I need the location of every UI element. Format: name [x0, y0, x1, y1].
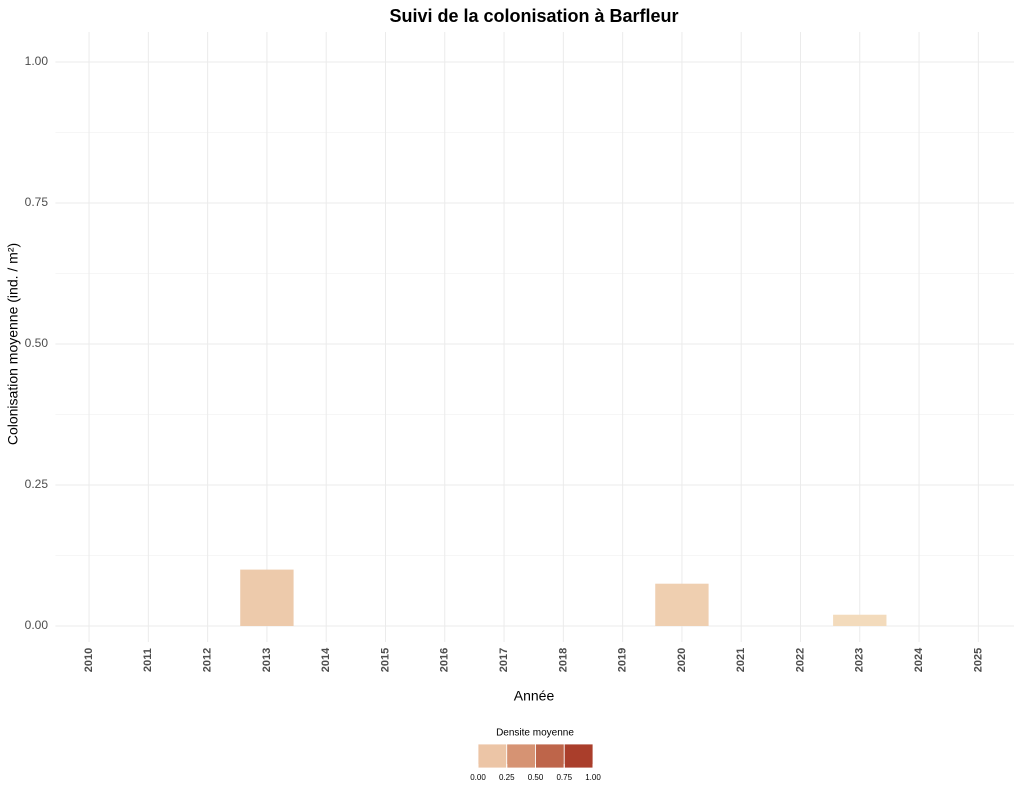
x-tick-label: 2011 — [142, 648, 154, 672]
chart-title: Suivi de la colonisation à Barfleur — [389, 6, 678, 26]
x-tick-label: 2018 — [557, 648, 569, 672]
legend-tick-label: 0.25 — [499, 773, 515, 782]
x-tick-label: 2013 — [261, 648, 273, 672]
legend-swatch — [477, 743, 508, 769]
x-tick-label: 2017 — [498, 648, 510, 672]
legend-swatch — [563, 743, 594, 769]
x-tick-label: 2014 — [320, 647, 332, 672]
x-tick-label: 2023 — [854, 648, 866, 672]
x-axis-title: Année — [514, 688, 555, 704]
x-tick-label: 2016 — [439, 648, 451, 672]
y-axis-title: Colonisation moyenne (ind. / m²) — [5, 243, 21, 445]
x-tick-label: 2024 — [913, 647, 925, 672]
y-tick-label: 0.00 — [25, 618, 49, 632]
y-tick-label: 0.50 — [25, 336, 49, 350]
legend-swatch — [506, 743, 536, 769]
y-tick-label: 0.25 — [25, 477, 49, 491]
bar — [655, 583, 709, 626]
x-tick-label: 2015 — [379, 648, 391, 672]
legend-title: Densite moyenne — [496, 728, 574, 739]
legend-tick-label: 0.00 — [470, 773, 486, 782]
x-tick-label: 2025 — [972, 648, 984, 672]
x-tick-label: 2019 — [617, 648, 629, 672]
x-tick-label: 2021 — [735, 648, 747, 672]
x-tick-label: 2022 — [794, 648, 806, 672]
x-tick-label: 2012 — [202, 648, 214, 672]
bar — [833, 614, 887, 626]
legend-swatch — [535, 743, 565, 769]
y-tick-label: 1.00 — [25, 54, 49, 68]
legend-tick-label: 0.75 — [556, 773, 572, 782]
legend-tick-label: 1.00 — [585, 773, 601, 782]
y-tick-label: 0.75 — [25, 195, 49, 209]
x-tick-label: 2020 — [676, 648, 688, 672]
legend-tick-label: 0.50 — [528, 773, 544, 782]
bar — [240, 569, 294, 626]
x-tick-label: 2010 — [83, 648, 95, 672]
